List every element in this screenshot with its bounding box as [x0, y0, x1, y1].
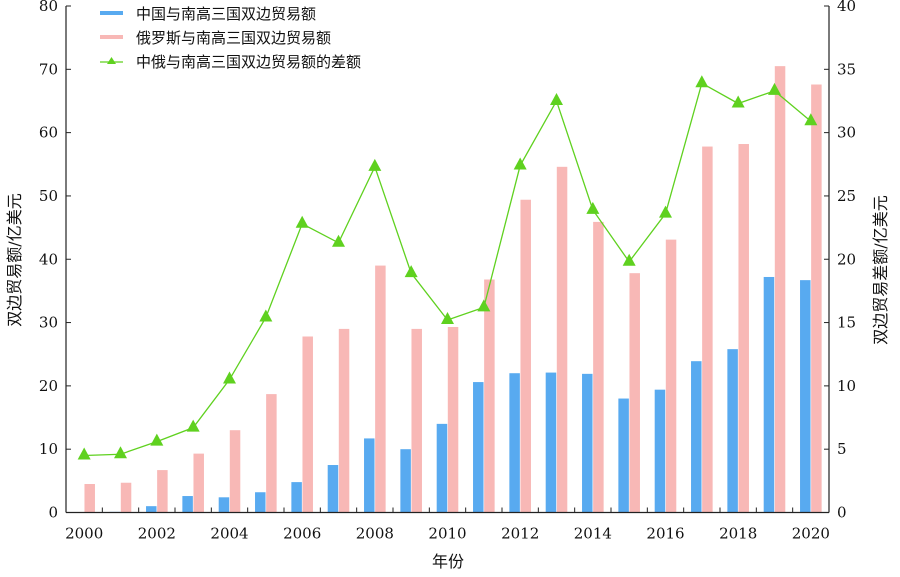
x-tick-label-2016: 2016	[646, 525, 684, 543]
legend-swatch-china	[100, 11, 123, 15]
bar-russia-2004	[230, 430, 241, 512]
difference-marker-2013	[550, 93, 563, 105]
bar-russia-2009	[411, 329, 422, 513]
bar-russia-2011	[484, 280, 495, 513]
bar-china-2012	[509, 373, 520, 512]
x-tick-label-2018: 2018	[719, 525, 757, 543]
y-tick-label-40: 40	[39, 250, 58, 268]
bar-china-2003	[182, 496, 193, 512]
y-tick-label-60: 60	[39, 124, 58, 142]
bar-china-2016	[655, 390, 666, 513]
y2-tick-label-40: 40	[837, 0, 856, 15]
difference-marker-2006	[296, 216, 309, 228]
y-tick-label-0: 0	[48, 504, 58, 522]
legend-label-russia: 俄罗斯与南高三国双边贸易额	[136, 29, 331, 47]
bar-china-2011	[473, 382, 484, 512]
y-axis-label: 双边贸易额/亿美元	[5, 193, 24, 326]
x-tick-label-2010: 2010	[428, 525, 466, 543]
bar-russia-2003	[193, 454, 204, 513]
bar-china-2018	[727, 349, 738, 512]
bar-china-2008	[364, 438, 375, 512]
bar-russia-2019	[775, 66, 786, 512]
legend-label-china: 中国与南高三国双边贸易额	[136, 5, 316, 23]
x-axis-label: 年份	[432, 552, 464, 571]
bar-china-2017	[691, 361, 702, 512]
x-tick-label-2002: 2002	[138, 525, 176, 543]
y2-tick-label-30: 30	[837, 124, 856, 142]
bar-china-2020	[800, 280, 811, 512]
bar-russia-2006	[302, 336, 313, 512]
y2-tick-label-5: 5	[837, 440, 847, 458]
x-tick-label-2012: 2012	[501, 525, 539, 543]
y-tick-label-70: 70	[39, 60, 58, 78]
x-tick-label-2008: 2008	[356, 525, 394, 543]
y-tick-label-80: 80	[39, 0, 58, 15]
legend: 中国与南高三国双边贸易额 俄罗斯与南高三国双边贸易额 中俄与南高三国双边贸易额的…	[100, 5, 361, 71]
difference-marker-2008	[368, 159, 381, 171]
difference-marker-2012	[514, 158, 527, 170]
difference-marker-2000	[78, 448, 91, 460]
bar-russia-2015	[629, 273, 640, 512]
bar-russia-2010	[448, 327, 459, 513]
difference-marker-2005	[259, 309, 272, 321]
y2-tick-label-35: 35	[837, 60, 856, 78]
legend-marker-difference	[107, 57, 116, 64]
bar-china-2019	[764, 277, 775, 513]
legend-label-difference: 中俄与南高三国双边贸易额的差额	[136, 53, 361, 71]
bar-china-2004	[219, 497, 230, 512]
y-tick-label-20: 20	[39, 377, 58, 395]
bar-russia-2007	[339, 329, 350, 513]
bar-russia-2008	[375, 266, 386, 513]
bar-china-2014	[582, 374, 593, 513]
bar-china-2013	[546, 373, 557, 513]
bar-russia-2014	[593, 222, 604, 513]
bar-china-2010	[437, 424, 448, 513]
y2-tick-label-10: 10	[837, 377, 856, 395]
y2-axis-label: 双边贸易差额/亿美元	[871, 195, 890, 344]
y2-tick-label-25: 25	[837, 187, 856, 205]
x-tick-label-2000: 2000	[65, 525, 103, 543]
bar-russia-2000	[84, 484, 95, 512]
y2-tick-label-20: 20	[837, 250, 856, 268]
bar-russia-2020	[811, 85, 822, 513]
y2-tick-label-0: 0	[837, 504, 847, 522]
difference-line	[84, 83, 811, 455]
difference-marker-2016	[659, 206, 672, 218]
bar-china-2002	[146, 506, 157, 512]
bar-russia-2002	[157, 470, 168, 512]
bar-russia-2013	[557, 167, 568, 513]
x-tick-label-2006: 2006	[283, 525, 321, 543]
y-tick-label-10: 10	[39, 440, 58, 458]
bar-china-2015	[618, 399, 629, 513]
bar-china-2009	[400, 449, 411, 512]
y2-tick-label-15: 15	[837, 314, 856, 332]
x-tick-label-2004: 2004	[210, 525, 248, 543]
bar-russia-2016	[666, 240, 677, 513]
x-tick-label-2014: 2014	[574, 525, 612, 543]
difference-marker-2009	[405, 265, 418, 277]
bar-russia-2012	[520, 200, 531, 513]
bar-russia-2018	[738, 144, 749, 512]
bar-russia-2005	[266, 394, 277, 512]
bar-russia-2017	[702, 147, 713, 513]
y-tick-label-50: 50	[39, 187, 58, 205]
x-tick-label-2020: 2020	[792, 525, 830, 543]
bar-russia-2001	[121, 483, 132, 513]
y-tick-label-30: 30	[39, 314, 58, 332]
bar-china-2006	[291, 482, 302, 512]
bar-china-2007	[328, 465, 339, 512]
difference-marker-2004	[223, 372, 236, 384]
legend-swatch-russia	[100, 35, 123, 39]
difference-marker-2014	[586, 202, 599, 214]
bar-china-2005	[255, 492, 265, 512]
difference-marker-2017	[695, 75, 708, 87]
